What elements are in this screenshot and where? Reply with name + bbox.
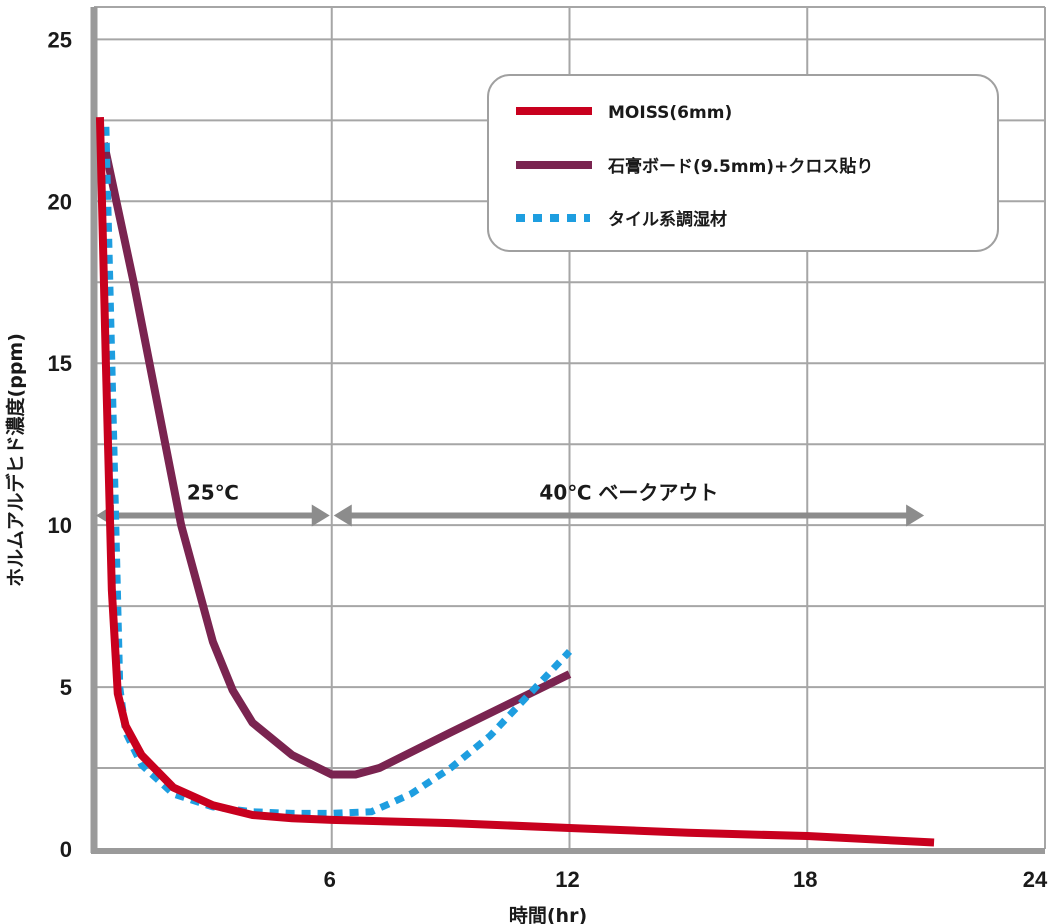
phase-label: 25℃ — [187, 480, 239, 504]
grid-lines — [94, 6, 1046, 849]
series-line-0 — [95, 117, 935, 847]
axes: 0 5 10 15 20 25 6 12 18 24 — [48, 7, 1048, 892]
y-tick-label: 20 — [48, 189, 72, 214]
series-line-1 — [99, 142, 572, 779]
y-tick-label: 5 — [60, 675, 72, 700]
y-axis-label: ホルムアルデヒド濃度(ppm) — [4, 333, 27, 587]
legend: MOISS(6mm) 石膏ボード(9.5mm)+クロス貼り タイル系調湿材 — [487, 74, 999, 252]
arrow-head-right-icon — [311, 504, 330, 527]
legend-label-gypsum: 石膏ボード(9.5mm)+クロス貼り — [607, 156, 873, 177]
series-lines — [95, 117, 935, 847]
y-tick-label: 25 — [48, 27, 72, 52]
series-line-2 — [102, 126, 573, 817]
legend-label-tile: タイル系調湿材 — [608, 209, 727, 230]
legend-label-moiss: MOISS(6mm) — [608, 103, 732, 123]
x-tick-label: 18 — [793, 867, 817, 892]
y-tick-label: 10 — [48, 513, 72, 538]
y-tick-label: 15 — [48, 351, 72, 376]
legend-box — [487, 74, 999, 252]
phase-label: 40℃ ベークアウト — [539, 480, 718, 504]
temperature-phase-arrows: 25℃ 40℃ ベークアウト — [96, 480, 925, 527]
arrow-head-right-icon — [906, 504, 925, 527]
x-tick-label: 6 — [324, 867, 336, 892]
arrow-head-left-icon — [333, 504, 352, 527]
x-axis-label: 時間(hr) — [509, 905, 587, 924]
y-tick-label: 0 — [60, 837, 72, 862]
x-tick-label: 24 — [1023, 867, 1048, 892]
x-tick-label: 12 — [555, 867, 579, 892]
